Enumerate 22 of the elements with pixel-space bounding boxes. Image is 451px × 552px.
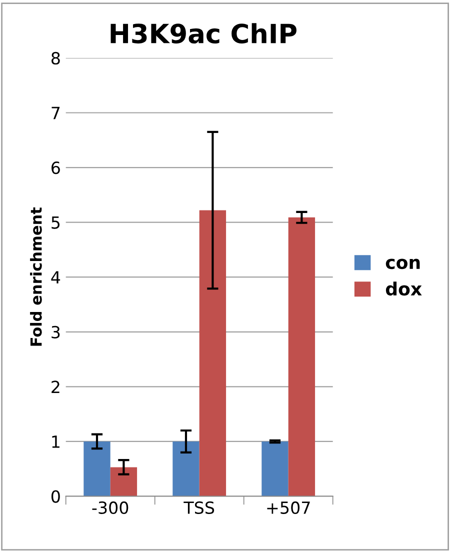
bar [84,441,110,496]
y-tick-label: 2 [52,380,60,394]
y-axis-title: Fold enrichment [30,207,42,346]
y-tick-label: 0 [51,490,60,503]
bar [288,217,316,496]
x-tick-label: TSS [184,501,214,514]
legend-label: dox [386,282,422,296]
y-tick-label: 5 [52,216,60,229]
y-tick-label: 1 [52,436,60,448]
x-tick-label: +507 [267,501,310,514]
bar [199,210,226,496]
bar [110,467,138,496]
y-tick-label: 8 [52,52,60,65]
y-tick-label: 3 [52,326,60,338]
x-tick-label: -300 [92,501,128,514]
y-tick-label: 4 [51,271,60,284]
y-tick-label: 7 [52,106,60,120]
chart-title: H3K9ac ChIP [110,23,296,44]
bar [172,441,200,496]
y-tick-label: 6 [52,161,60,174]
bar [262,441,288,496]
legend-label: con [386,258,420,270]
